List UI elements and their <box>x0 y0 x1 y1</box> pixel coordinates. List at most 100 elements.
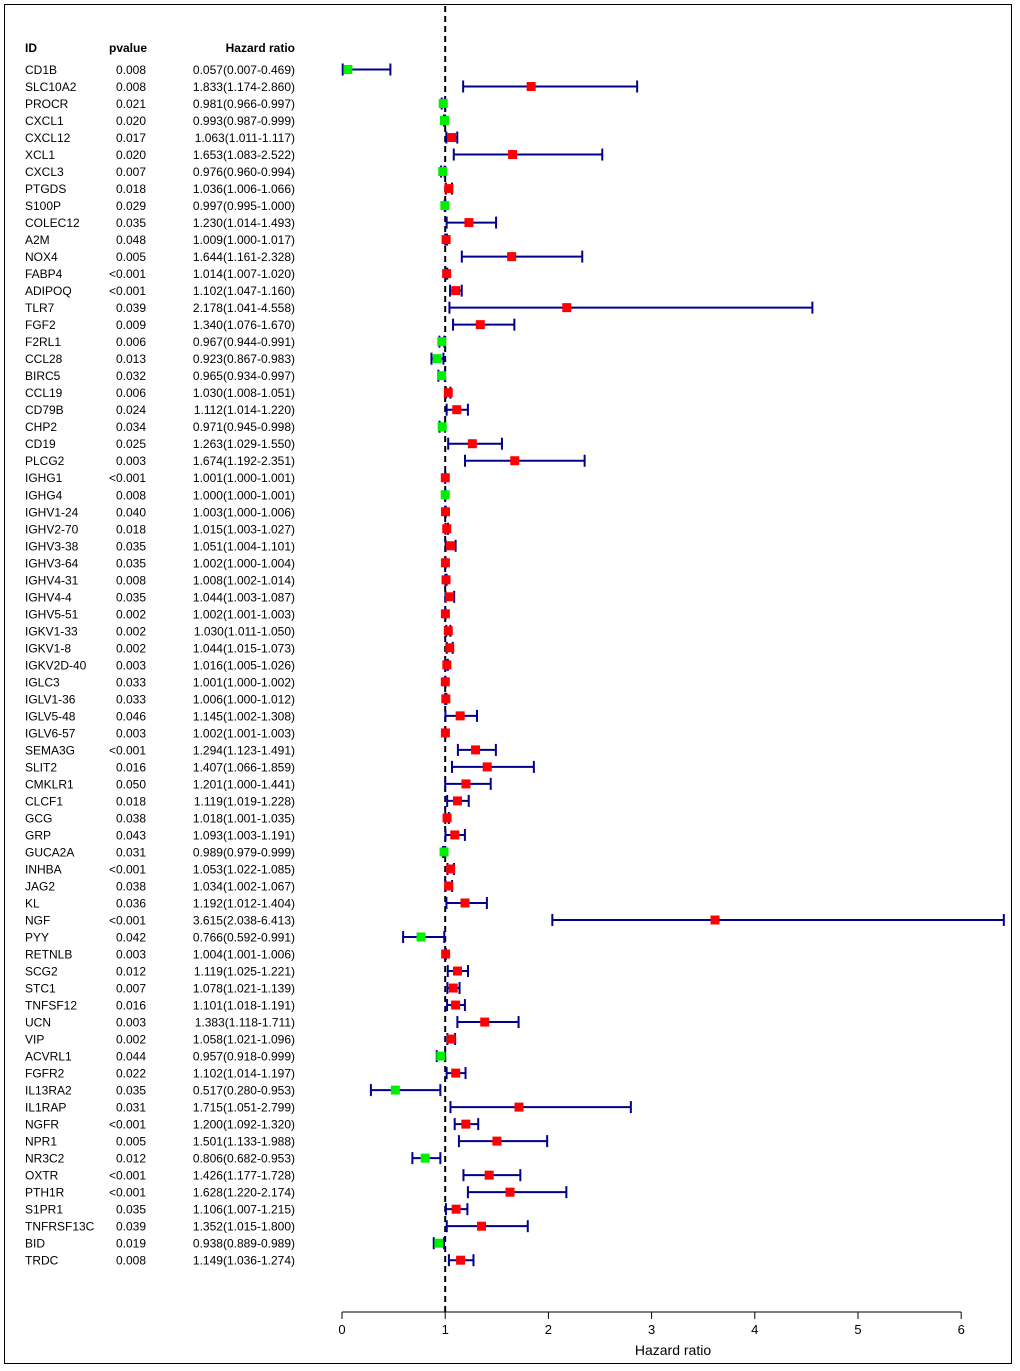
row-id: TNFSF12 <box>25 999 77 1013</box>
hr-point <box>440 609 450 619</box>
row-pvalue: 0.008 <box>116 80 146 94</box>
row-id: CCL28 <box>25 352 63 366</box>
row-id: IGHV2-70 <box>25 522 79 536</box>
row-pvalue: 0.033 <box>116 675 146 689</box>
row-id: NPR1 <box>25 1135 57 1149</box>
row-hazard-ratio: 1.001(1.000-1.001) <box>193 471 295 485</box>
row-id: INHBA <box>25 862 62 876</box>
row-pvalue: 0.032 <box>116 369 146 383</box>
row-hazard-ratio: 1.000(1.000-1.001) <box>193 488 295 502</box>
hr-point <box>471 745 481 755</box>
row-pvalue: 0.008 <box>116 1254 146 1268</box>
hr-point <box>510 456 520 466</box>
row-id: GCG <box>25 811 52 825</box>
row-pvalue: 0.035 <box>116 556 146 570</box>
hr-point <box>438 167 448 177</box>
row-hazard-ratio: 0.517(0.280-0.953) <box>193 1084 295 1098</box>
row-hazard-ratio: 0.971(0.945-0.998) <box>193 420 295 434</box>
hr-point <box>440 490 450 500</box>
row-id: IGHV4-31 <box>25 573 79 587</box>
row-pvalue: 0.035 <box>116 590 146 604</box>
row-hazard-ratio: 0.989(0.979-0.999) <box>193 845 295 859</box>
row-pvalue: 0.002 <box>116 641 146 655</box>
row-hazard-ratio: 1.230(1.014-1.493) <box>193 216 295 230</box>
row-pvalue: 0.035 <box>116 1084 146 1098</box>
row-pvalue: 0.036 <box>116 896 146 910</box>
row-pvalue: 0.003 <box>116 454 146 468</box>
row-id: IGHV3-64 <box>25 556 79 570</box>
row-hazard-ratio: 0.923(0.867-0.983) <box>193 352 295 366</box>
row-pvalue: 0.006 <box>116 335 146 349</box>
row-pvalue: 0.020 <box>116 114 146 128</box>
row-pvalue: 0.002 <box>116 607 146 621</box>
row-pvalue: 0.006 <box>116 386 146 400</box>
row-pvalue: 0.008 <box>116 573 146 587</box>
hr-point <box>446 864 456 874</box>
hr-point <box>442 269 452 279</box>
row-pvalue: 0.034 <box>116 420 146 434</box>
hr-point <box>475 320 485 330</box>
row-hazard-ratio: 1.016(1.005-1.026) <box>193 658 295 672</box>
row-pvalue: 0.019 <box>116 1237 146 1251</box>
hr-point <box>505 1187 515 1197</box>
row-hazard-ratio: 1.833(1.174-2.860) <box>193 80 295 94</box>
row-hazard-ratio: 1.008(1.002-1.014) <box>193 573 295 587</box>
row-pvalue: 0.024 <box>116 403 146 417</box>
hr-point <box>507 252 517 262</box>
row-pvalue: 0.003 <box>116 948 146 962</box>
row-hazard-ratio: 1.044(1.003-1.087) <box>193 590 295 604</box>
row-id: F2RL1 <box>25 335 61 349</box>
row-hazard-ratio: 1.145(1.002-1.308) <box>193 709 295 723</box>
row-id: IL13RA2 <box>25 1084 72 1098</box>
row-id: IL1RAP <box>25 1101 66 1115</box>
hr-point <box>508 150 518 160</box>
row-id: CLCF1 <box>25 794 63 808</box>
hr-point <box>444 881 454 891</box>
row-hazard-ratio: 1.112(1.014-1.220) <box>194 403 295 417</box>
hr-point <box>442 813 452 823</box>
row-hazard-ratio: 0.993(0.987-0.999) <box>193 114 295 128</box>
hr-point <box>437 371 447 381</box>
row-id: SLIT2 <box>25 760 57 774</box>
row-pvalue: 0.044 <box>116 1050 146 1064</box>
row-hazard-ratio: 0.965(0.934-0.997) <box>193 369 295 383</box>
row-id: JAG2 <box>25 879 55 893</box>
row-id: CMKLR1 <box>25 777 74 791</box>
row-pvalue: 0.022 <box>116 1067 146 1081</box>
row-hazard-ratio: 1.003(1.000-1.006) <box>193 505 295 519</box>
row-hazard-ratio: 1.036(1.006-1.066) <box>193 182 295 196</box>
row-hazard-ratio: 1.093(1.003-1.191) <box>193 828 295 842</box>
row-pvalue: <0.001 <box>109 1169 146 1183</box>
row-hazard-ratio: 1.014(1.007-1.020) <box>193 267 295 281</box>
row-hazard-ratio: 1.653(1.083-2.522) <box>193 148 295 162</box>
hr-point <box>440 558 450 568</box>
row-pvalue: 0.005 <box>116 1135 146 1149</box>
row-hazard-ratio: 0.967(0.944-0.991) <box>193 335 295 349</box>
hr-point <box>710 915 720 925</box>
x-tick-label: 2 <box>545 1322 552 1337</box>
row-hazard-ratio: 0.981(0.966-0.997) <box>193 97 295 111</box>
hr-point <box>450 830 460 840</box>
row-id: NGF <box>25 914 50 928</box>
row-id: PYY <box>25 931 49 945</box>
row-pvalue: <0.001 <box>109 1186 146 1200</box>
table-rows: CD1B 0.008 0.057(0.007-0.469) SLC10A2 0.008 1… <box>25 63 295 1268</box>
hr-point <box>492 1136 502 1146</box>
row-id: CD19 <box>25 437 56 451</box>
row-hazard-ratio: 1.030(1.011-1.050) <box>194 624 295 638</box>
row-pvalue: 0.003 <box>116 726 146 740</box>
row-pvalue: 0.033 <box>116 692 146 706</box>
x-tick-label: 1 <box>442 1322 449 1337</box>
row-hazard-ratio: 1.407(1.066-1.859) <box>193 760 295 774</box>
row-id: CD1B <box>25 63 57 77</box>
hr-point <box>482 762 492 772</box>
hr-point <box>467 439 477 449</box>
row-hazard-ratio: 1.002(1.001-1.003) <box>193 726 295 740</box>
row-id: CCL19 <box>25 386 63 400</box>
hr-point <box>441 507 451 517</box>
row-hazard-ratio: 0.057(0.007-0.469) <box>193 63 295 77</box>
row-id: NOX4 <box>25 250 58 264</box>
row-pvalue: 0.046 <box>116 709 146 723</box>
column-headers: ID pvalue Hazard ratio <box>25 41 295 55</box>
hr-point <box>441 694 451 704</box>
